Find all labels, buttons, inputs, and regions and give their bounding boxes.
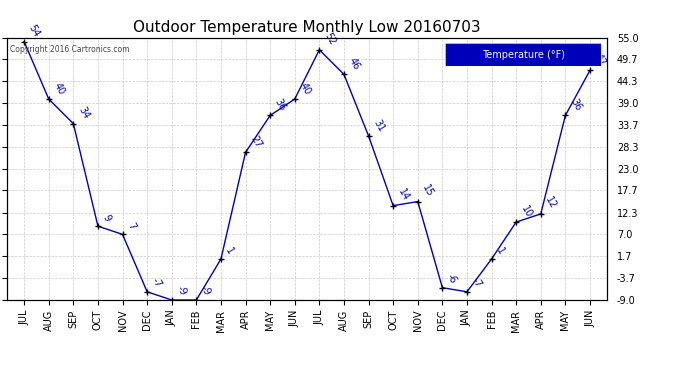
Text: 14: 14 [396,187,411,203]
Text: 10: 10 [519,204,534,219]
Text: 7: 7 [126,221,137,232]
Text: Copyright 2016 Cartronics.com: Copyright 2016 Cartronics.com [10,45,130,54]
Text: 52: 52 [322,31,337,47]
Text: -7: -7 [150,276,164,289]
Text: 47: 47 [593,52,608,68]
Text: 27: 27 [248,134,263,150]
Text: 34: 34 [76,105,91,121]
Text: 40: 40 [52,81,66,96]
Text: 36: 36 [568,97,583,112]
Text: 31: 31 [371,117,386,133]
Text: 54: 54 [27,23,42,39]
Text: 36: 36 [273,97,288,112]
Text: -7: -7 [470,276,483,289]
Text: 1: 1 [224,246,235,256]
Title: Outdoor Temperature Monthly Low 20160703: Outdoor Temperature Monthly Low 20160703 [133,20,481,35]
Text: 15: 15 [420,183,435,199]
Text: -9: -9 [175,284,188,297]
Text: -6: -6 [445,272,459,285]
Text: -9: -9 [199,284,213,297]
Text: 46: 46 [347,56,362,72]
Text: 40: 40 [297,81,313,96]
Text: 12: 12 [544,195,558,211]
Text: 9: 9 [101,213,112,223]
Text: 1: 1 [494,246,506,256]
